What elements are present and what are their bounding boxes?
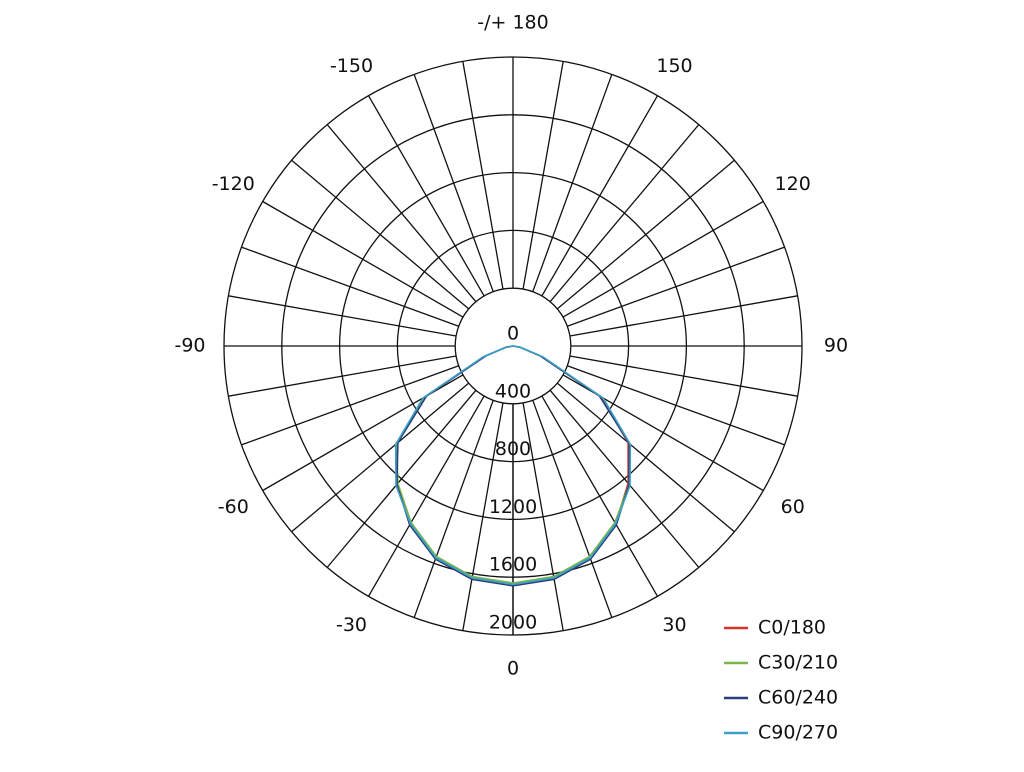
radial-tick-label: 800	[495, 438, 531, 460]
angle-tick-label: -90	[174, 335, 205, 357]
radial-tick-label: 2000	[489, 612, 537, 634]
legend-label: C30/210	[758, 652, 838, 674]
angle-tick-label: -60	[218, 496, 249, 518]
angle-tick-label: -120	[212, 173, 255, 195]
radial-grid-ring	[396, 229, 630, 463]
radial-grid-ring	[281, 114, 745, 578]
radial-tick-label: 1600	[489, 554, 537, 576]
intensity-curve	[394, 345, 632, 586]
angle-tick-label: -30	[336, 614, 367, 636]
legend-label: C0/180	[758, 617, 826, 639]
angle-tick-label: 60	[781, 496, 805, 518]
radial-tick-label: 400	[495, 380, 531, 402]
angle-tick-label: 120	[775, 173, 811, 195]
legend-label: C90/270	[758, 722, 838, 744]
radial-grid-ring	[223, 56, 803, 636]
radial-tick-label: 1200	[489, 496, 537, 518]
radial-tick-label: 0	[507, 323, 519, 345]
angle-tick-label: 90	[824, 335, 848, 357]
angle-tick-label: -150	[330, 55, 373, 77]
angle-tick-label: 0	[507, 658, 519, 680]
angle-tick-label: 150	[656, 55, 692, 77]
angle-tick-label: 30	[662, 614, 686, 636]
radial-grid-ring	[338, 171, 688, 521]
radial-grid-ring	[454, 287, 572, 405]
angle-tick-label: -/+ 180	[477, 12, 548, 34]
legend-label: C60/240	[758, 687, 838, 709]
